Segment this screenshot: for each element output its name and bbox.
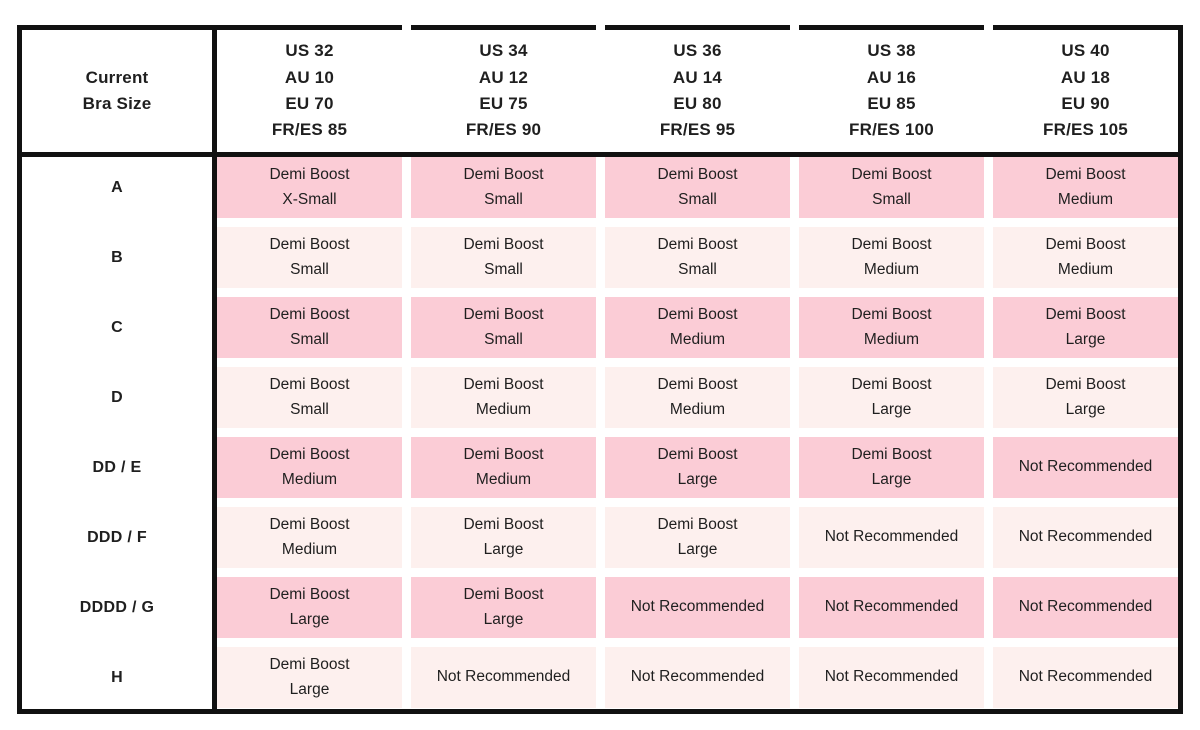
size-cell: Demi Boost Small [411,227,596,288]
corner-cell-current-bra-size: Current Bra Size [22,30,212,157]
column-header: US 40 AU 18 EU 90 FR/ES 105 [993,25,1178,152]
size-cell: Demi Boost Small [411,297,596,358]
size-cell: Not Recommended [993,577,1178,638]
size-cell: Demi Boost Large [993,297,1178,358]
row-label: DDD / F [87,528,147,546]
row-label: C [111,318,123,336]
size-cell: Demi Boost X-Small [217,157,402,218]
size-cell: Demi Boost Small [605,157,790,218]
row-label: D [111,388,123,406]
size-cell: Demi Boost Medium [605,297,790,358]
size-cell: Demi Boost Small [411,157,596,218]
size-cell: Demi Boost Medium [605,367,790,428]
size-cell: Not Recommended [605,647,790,708]
column-header: US 36 AU 14 EU 80 FR/ES 95 [605,25,790,152]
column-header: US 32 AU 10 EU 70 FR/ES 85 [217,25,402,152]
column-header: US 38 AU 16 EU 85 FR/ES 100 [799,25,984,152]
header-row: US 32 AU 10 EU 70 FR/ES 85 US 34 AU 12 EU… [217,25,1178,157]
size-cell: Demi Boost Large [799,437,984,498]
size-cell: Demi Boost Large [411,577,596,638]
size-cell: Not Recommended [799,647,984,708]
row-label: H [111,668,123,686]
row-labels: A B C D DD / E DDD / F DDDD / G H [22,157,212,709]
size-cell: Demi Boost Medium [993,157,1178,218]
row-label: DD / E [92,458,142,476]
row-label: A [111,178,123,196]
size-cell: Demi Boost Medium [217,507,402,568]
size-cell: Demi Boost Large [799,367,984,428]
size-cell: Demi Boost Small [799,157,984,218]
column-header: US 34 AU 12 EU 75 FR/ES 90 [411,25,596,152]
size-cell: Demi Boost Small [217,367,402,428]
size-cell: Not Recommended [993,437,1178,498]
size-cell: Demi Boost Medium [993,227,1178,288]
size-cell: Demi Boost Large [605,507,790,568]
body-grid: Demi Boost X-Small Demi Boost Small Demi B… [217,157,1178,708]
size-cell: Demi Boost Large [217,577,402,638]
size-cell: Demi Boost Small [605,227,790,288]
size-cell: Demi Boost Large [993,367,1178,428]
size-cell: Demi Boost Large [605,437,790,498]
data-area: US 32 AU 10 EU 70 FR/ES 85 US 34 AU 12 EU… [217,25,1183,714]
size-cell: Demi Boost Medium [799,227,984,288]
row-label: B [111,248,123,266]
size-cell: Not Recommended [993,647,1178,708]
size-cell: Demi Boost Medium [217,437,402,498]
size-cell: Not Recommended [993,507,1178,568]
size-cell: Demi Boost Large [411,507,596,568]
size-cell: Not Recommended [411,647,596,708]
row-header-column: Current Bra Size A B C D DD / E DDD / F DDDD /… [17,25,217,714]
size-cell: Demi Boost Medium [411,437,596,498]
size-cell: Not Recommended [605,577,790,638]
size-cell: Demi Boost Small [217,297,402,358]
size-cell: Demi Boost Medium [411,367,596,428]
size-cell: Demi Boost Large [217,647,402,708]
size-cell: Not Recommended [799,507,984,568]
size-cell: Not Recommended [799,577,984,638]
size-chart-table: Current Bra Size A B C D DD / E DDD / F DDDD /… [17,25,1183,714]
row-label: DDDD / G [79,598,155,616]
size-cell: Demi Boost Medium [799,297,984,358]
size-cell: Demi Boost Small [217,227,402,288]
